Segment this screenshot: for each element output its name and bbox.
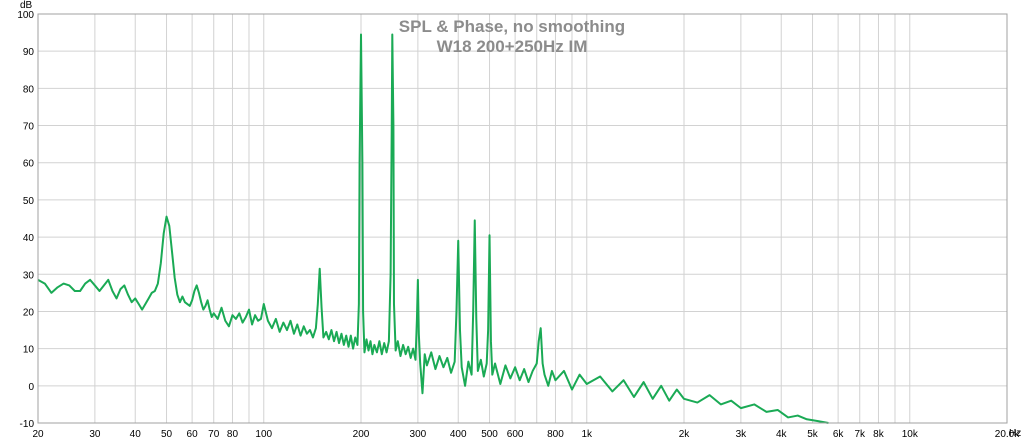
y-tick-label: 0 <box>28 382 34 393</box>
x-tick-label: 100 <box>255 429 272 440</box>
x-tick-label: 300 <box>410 429 427 440</box>
y-axis-label: dB <box>20 0 33 11</box>
x-tick-label: 7k <box>854 429 866 440</box>
spl-series-line <box>37 33 829 424</box>
plot-frame <box>37 13 1008 424</box>
x-tick-label: 10k <box>902 429 919 440</box>
y-tick-label: 90 <box>23 47 35 58</box>
x-tick-label: 600 <box>507 429 524 440</box>
chart-subtitle: W18 200+250Hz IM <box>437 37 588 56</box>
x-tick-label: 20.0k <box>995 429 1020 440</box>
x-tick-label: 70 <box>208 429 220 440</box>
x-tick-label: 20 <box>32 429 44 440</box>
x-tick-label: 60 <box>187 429 199 440</box>
x-tick-label: 200 <box>353 429 370 440</box>
y-tick-label: 20 <box>23 307 35 318</box>
x-tick-label: 2k <box>679 429 691 440</box>
x-tick-label: 1k <box>581 429 593 440</box>
x-tick-label: 400 <box>450 429 467 440</box>
y-tick-label: 100 <box>17 10 34 21</box>
x-tick-label: 8k <box>873 429 885 440</box>
x-tick-label: 5k <box>807 429 819 440</box>
series-lines <box>37 33 829 424</box>
x-tick-label: 4k <box>776 429 788 440</box>
x-tick-label: 80 <box>227 429 239 440</box>
x-tick-labels: 20 30 40 50 60 70 80 100 200 300 400 500 600 800 1k 2k 3… <box>32 429 1020 440</box>
chart-title: SPL & Phase, no smoothing <box>399 17 625 36</box>
y-tick-label: 30 <box>23 270 35 281</box>
y-tick-label: 40 <box>23 233 35 244</box>
y-tick-label: -10 <box>20 419 35 430</box>
x-tick-label: 30 <box>89 429 101 440</box>
x-tick-label: 500 <box>481 429 498 440</box>
x-tick-label: 800 <box>547 429 564 440</box>
y-tick-label: 80 <box>23 84 35 95</box>
x-tick-label: 50 <box>161 429 173 440</box>
y-tick-label: 50 <box>23 196 35 207</box>
plot-background <box>38 14 1007 423</box>
y-tick-label: 10 <box>23 345 35 356</box>
x-tick-label: 6k <box>833 429 845 440</box>
y-tick-label: 60 <box>23 159 35 170</box>
x-tick-label: 3k <box>736 429 748 440</box>
x-tick-label: 40 <box>130 429 142 440</box>
y-tick-label: 70 <box>23 122 35 133</box>
x-axis-unit: Hz <box>1009 428 1021 439</box>
